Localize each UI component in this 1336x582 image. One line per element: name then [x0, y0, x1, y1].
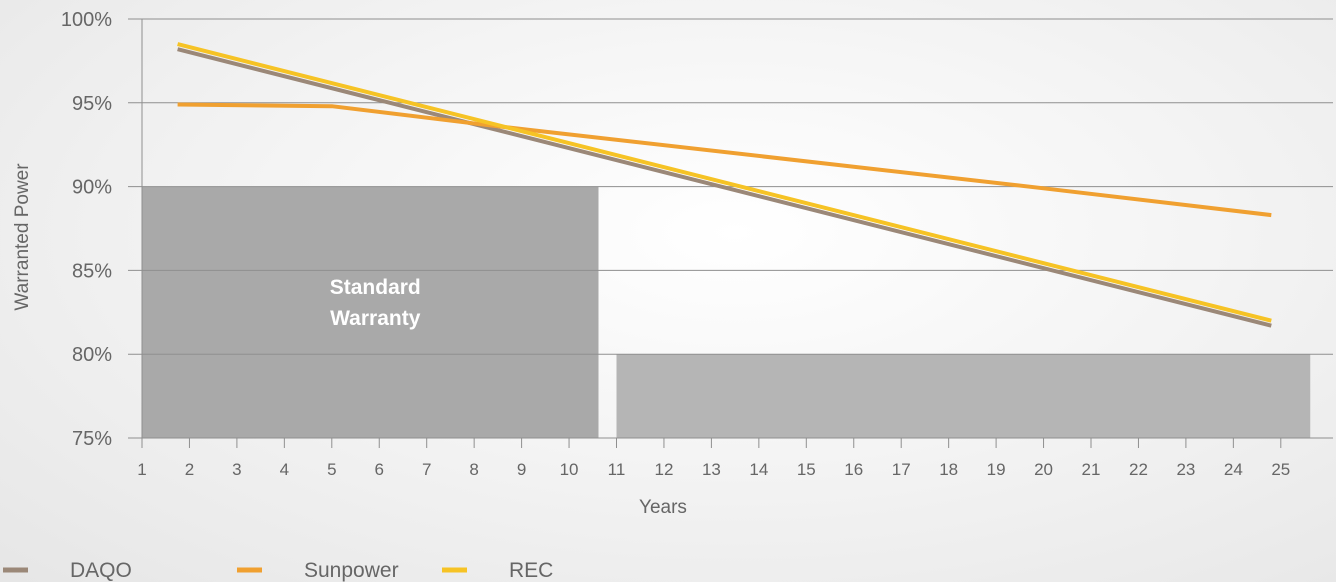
- x-tick-label: 8: [469, 460, 478, 479]
- x-tick-label: 13: [702, 460, 721, 479]
- x-tick-label: 11: [608, 460, 626, 479]
- shaded-regions: [142, 186, 1311, 438]
- x-tick-label: 20: [1034, 460, 1053, 479]
- x-tick-label: 1: [137, 460, 146, 479]
- x-tick-label: 23: [1176, 460, 1195, 479]
- axes: 75%80%85%90%95%100%1 2 3 4 5 6 7 8 9 10 11 12 13 14 15…: [12, 9, 1290, 518]
- series-line-rec: [177, 42, 1272, 323]
- x-tick-label: 3: [232, 460, 241, 479]
- x-tick-label: 12: [654, 460, 673, 479]
- x-tick-label: 24: [1224, 460, 1243, 479]
- x-tick-label: 16: [844, 460, 863, 479]
- x-axis-title: Years: [639, 497, 687, 518]
- legend-label-sunpower: Sunpower: [304, 559, 399, 582]
- labels: Standard Warranty: [330, 276, 421, 330]
- legend-label-rec: REC: [509, 559, 553, 582]
- standard-warranty-label: Warranty: [330, 307, 421, 330]
- series-lines: [177, 42, 1272, 328]
- x-tick-label: 6: [375, 460, 384, 479]
- legend: DAQO Sunpower REC: [3, 559, 553, 582]
- x-tick-label: 17: [892, 460, 911, 479]
- x-tick-label: 19: [987, 460, 1006, 479]
- y-tick-label: 100%: [61, 9, 112, 31]
- x-tick-label: 18: [939, 460, 958, 479]
- x-tick-label: 14: [749, 460, 768, 479]
- y-axis-title: Warranted Power: [12, 163, 33, 311]
- x-tick-label: 5: [327, 460, 336, 479]
- x-tick-label: 4: [280, 460, 289, 479]
- y-tick-label: 75%: [72, 428, 112, 450]
- shaded-region-1: [142, 186, 599, 438]
- y-tick-label: 85%: [72, 260, 112, 282]
- x-tick-label: 25: [1271, 460, 1290, 479]
- y-tick-label: 95%: [72, 93, 112, 115]
- y-tick-label: 80%: [72, 344, 112, 366]
- x-tick-label: 9: [517, 460, 526, 479]
- x-tick-label: 7: [422, 460, 431, 479]
- x-tick-label: 22: [1129, 460, 1148, 479]
- gridlines: [128, 18, 1333, 439]
- standard-warranty-label: Standard: [330, 276, 421, 299]
- x-tick-label: 21: [1082, 460, 1101, 479]
- x-tick-label: 15: [797, 460, 816, 479]
- series-line-daqo: [177, 47, 1272, 328]
- legend-label-daqo: DAQO: [70, 559, 132, 582]
- x-tick-label: 2: [185, 460, 194, 479]
- x-tick-label: 10: [560, 460, 579, 479]
- y-tick-label: 90%: [72, 177, 112, 199]
- shaded-region-2: [616, 354, 1311, 438]
